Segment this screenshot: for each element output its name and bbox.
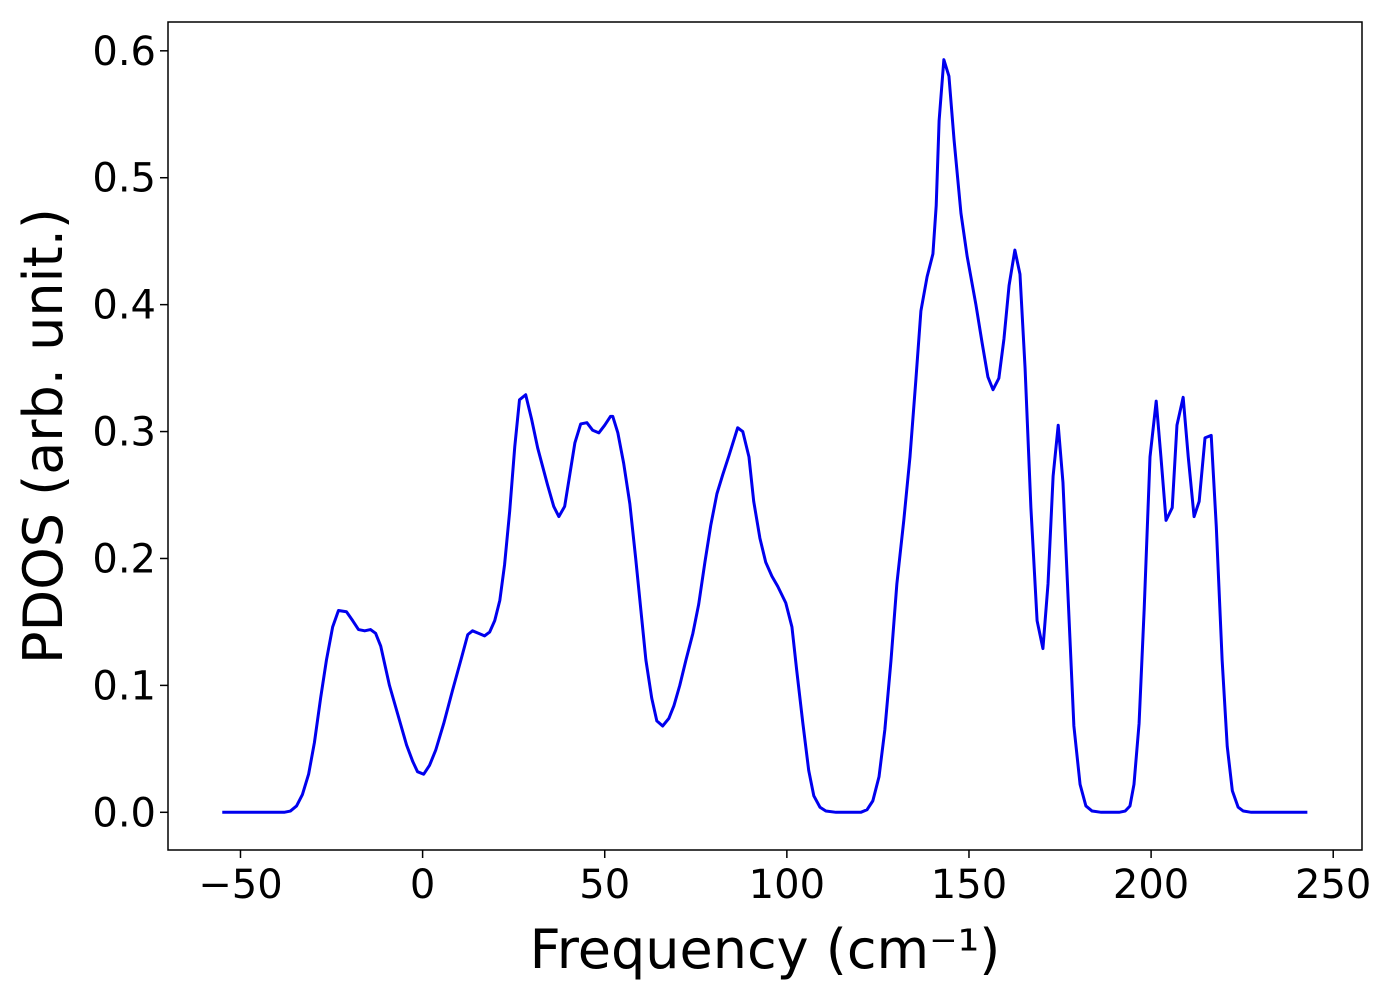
y-tick-label: 0.6 [92,29,156,75]
y-tick-label: 0.4 [92,283,156,329]
y-tick-label: 0.2 [92,536,156,582]
y-axis-label: PDOS (arb. unit.) [12,208,75,664]
x-tick-label: 100 [749,862,825,908]
y-tick-label: 0.0 [92,790,156,836]
x-tick-label: 200 [1113,862,1189,908]
data-line [222,58,1308,814]
x-axis-label: Frequency (cm⁻¹) [530,918,1001,981]
y-tick-label: 0.5 [92,156,156,202]
y-tick-label: 0.1 [92,663,156,709]
x-tick-label: 150 [931,862,1007,908]
y-tick-label: 0.3 [92,410,156,456]
x-tick-label: 0 [410,862,435,908]
x-tick-label: 50 [579,862,630,908]
x-tick-label: 250 [1295,862,1371,908]
x-tick-label: −50 [198,862,282,908]
plot-frame [167,21,1363,851]
